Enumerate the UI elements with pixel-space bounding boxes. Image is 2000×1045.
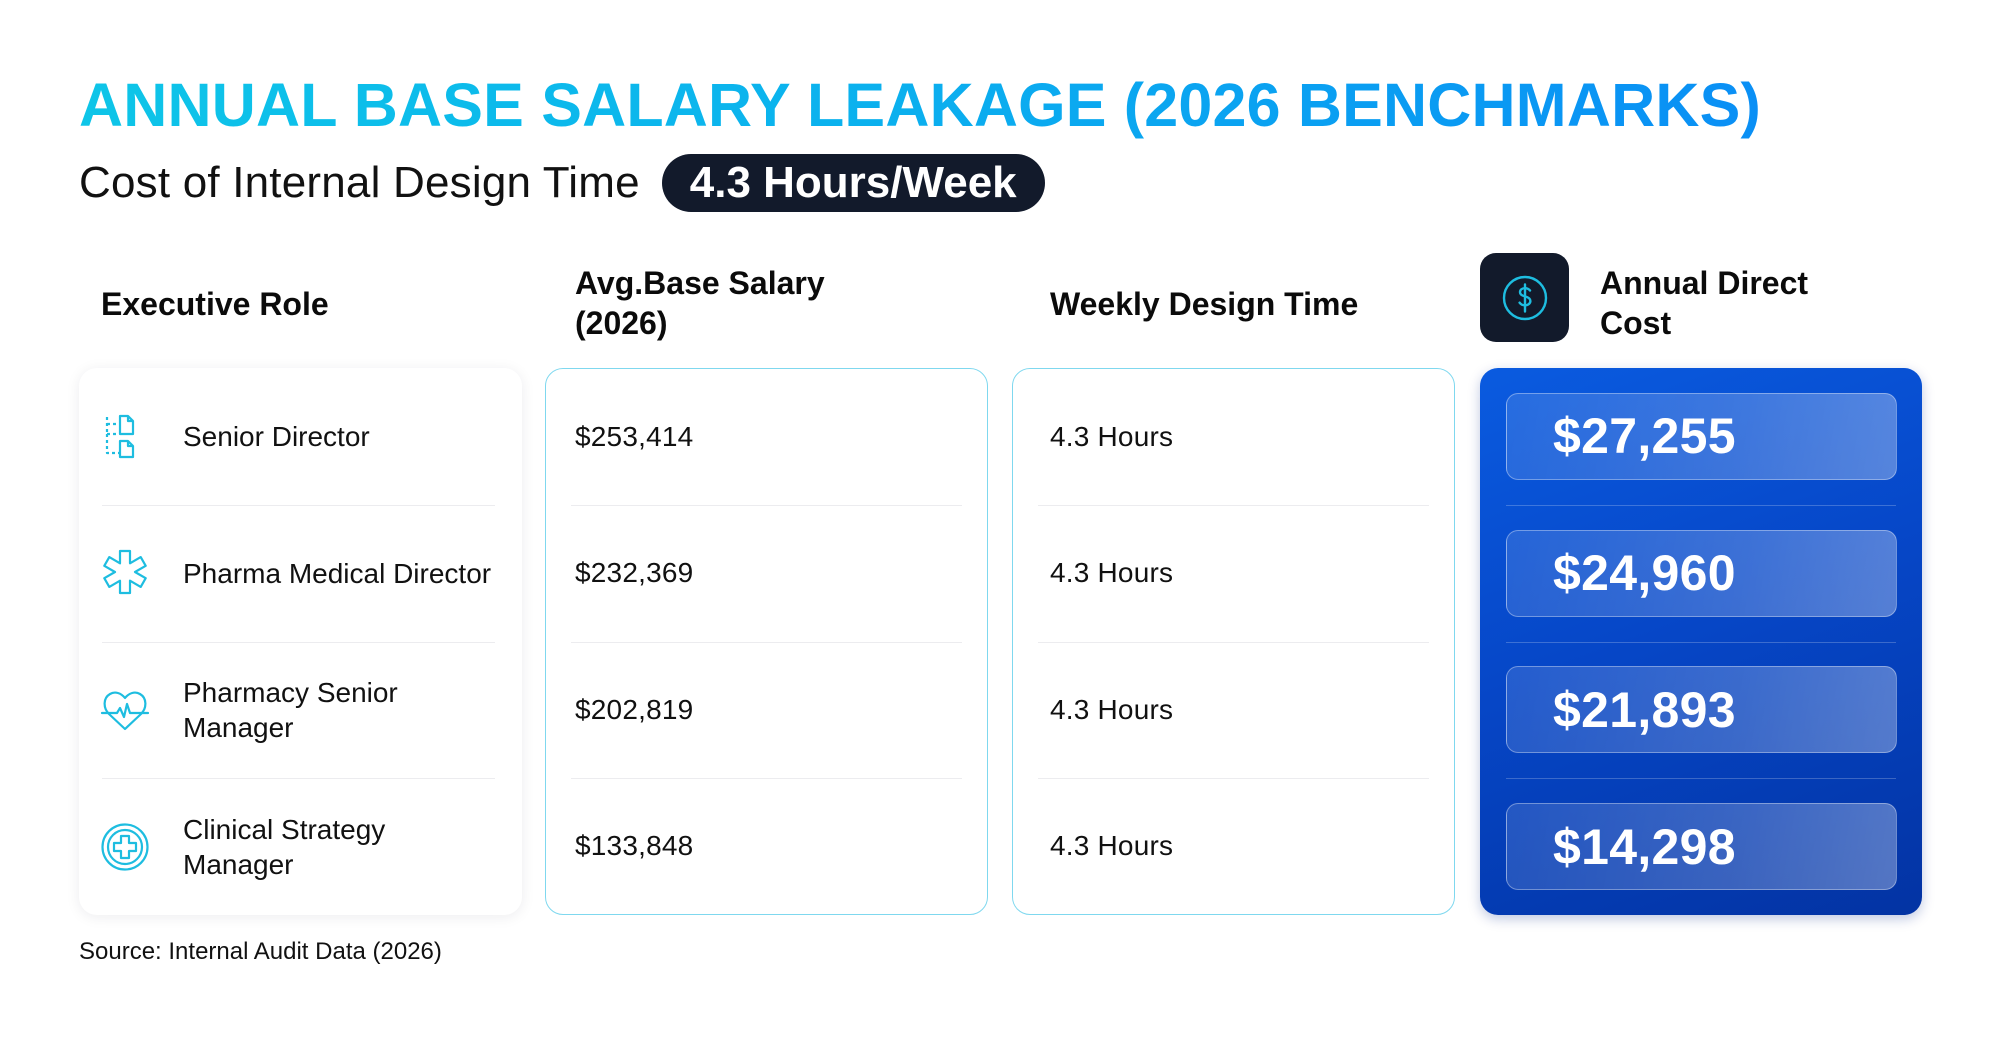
salary-value: $253,414 — [575, 421, 694, 453]
table-row: Senior Director — [79, 368, 522, 505]
table-row: Pharmacy Senior Manager — [79, 641, 522, 779]
table-row: $14,298 — [1480, 778, 1922, 915]
role-label: Clinical Strategy Manager — [183, 813, 386, 880]
salary-value: $202,819 — [575, 693, 694, 725]
table-row: $232,369 — [546, 505, 987, 641]
weekly-time-value: 4.3 Hours — [1050, 829, 1174, 861]
weekly-time-value: 4.3 Hours — [1050, 557, 1174, 589]
cost-highlight: $14,298 — [1506, 803, 1897, 891]
table-row: $253,414 — [546, 369, 987, 505]
medical-asterisk-icon — [100, 548, 150, 598]
table-row: Clinical Strategy Manager — [79, 778, 522, 915]
table-row: $202,819 — [546, 641, 987, 778]
org-chart-documents-icon — [100, 411, 150, 461]
table-row: $24,960 — [1480, 504, 1922, 642]
cost-highlight: $21,893 — [1506, 666, 1897, 754]
hours-per-week-badge: 4.3 Hours/Week — [661, 154, 1045, 212]
role-label: Pharma Medical Director — [183, 557, 492, 589]
table-row: Pharma Medical Director — [79, 504, 522, 642]
table-row: 4.3 Hours — [1013, 369, 1454, 505]
annual-cost-value: $24,960 — [1553, 545, 1736, 602]
weekly-time-column-card: 4.3 Hours 4.3 Hours 4.3 Hours 4.3 Hours — [1012, 368, 1455, 915]
column-header-annual-cost: Annual Direct Cost — [1600, 265, 1809, 341]
salary-column-card: $253,414 $232,369 $202,819 $133,848 — [545, 368, 988, 915]
subtitle: Cost of Internal Design Time — [79, 158, 640, 207]
annual-cost-column-card: $27,255 $24,960 $21,893 $14,298 — [1480, 368, 1922, 915]
column-header-salary: Avg.Base Salary (2026) — [575, 265, 825, 341]
salary-value: $133,848 — [575, 829, 694, 861]
table-row: 4.3 Hours — [1013, 777, 1454, 914]
heart-pulse-icon — [100, 685, 150, 735]
column-header-weekly-time: Weekly Design Time — [1050, 286, 1359, 322]
table-row: 4.3 Hours — [1013, 505, 1454, 641]
cost-highlight: $24,960 — [1506, 529, 1897, 617]
table-row: $21,893 — [1480, 641, 1922, 779]
annual-cost-value: $27,255 — [1553, 408, 1736, 465]
subtitle-row: Cost of Internal Design Time 4.3 Hours/W… — [79, 154, 1045, 212]
source-note: Source: Internal Audit Data (2026) — [79, 938, 442, 965]
weekly-time-value: 4.3 Hours — [1050, 421, 1174, 453]
cost-highlight: $27,255 — [1506, 392, 1897, 480]
table-row: $133,848 — [546, 777, 987, 914]
role-label: Senior Director — [183, 420, 370, 452]
role-column-card: Senior Director Pharma Medical Director … — [79, 368, 522, 915]
table-row: $27,255 — [1480, 368, 1922, 505]
dollar-circle-icon — [1480, 253, 1569, 342]
annual-cost-value: $21,893 — [1553, 681, 1736, 738]
annual-cost-value: $14,298 — [1553, 818, 1736, 875]
column-header-role: Executive Role — [101, 286, 329, 322]
salary-value: $232,369 — [575, 557, 694, 589]
table-row: 4.3 Hours — [1013, 641, 1454, 778]
weekly-time-value: 4.3 Hours — [1050, 693, 1174, 725]
role-label: Pharmacy Senior Manager — [183, 676, 398, 743]
medical-cross-circle-icon — [100, 822, 150, 872]
page-title: ANNUAL BASE SALARY LEAKAGE (2026 BENCHMA… — [79, 71, 1761, 139]
